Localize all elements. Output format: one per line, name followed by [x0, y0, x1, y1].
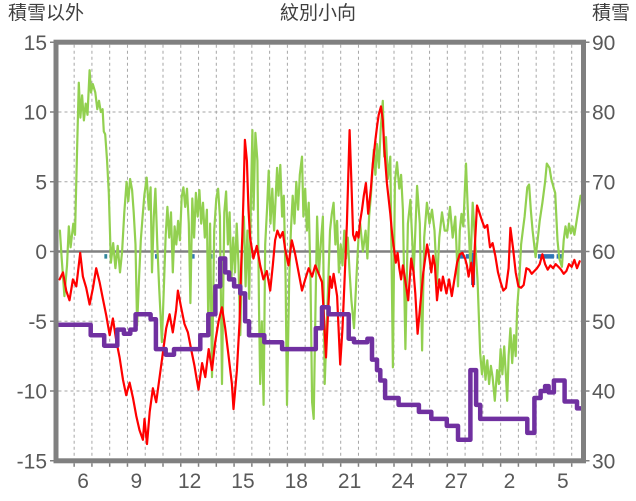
x-tick-label: 21	[338, 470, 361, 493]
chart-title: 紋別小向	[279, 3, 356, 24]
y-axis-right-labels: 90 80 70 60 50 40 30	[592, 32, 615, 474]
red-line	[58, 105, 581, 446]
y-left-tick-label: -5	[28, 311, 47, 334]
y-right-tick-label: 60	[592, 241, 615, 264]
right-axis-title: 積雪	[591, 3, 630, 24]
y-left-tick-label: -15	[17, 450, 47, 473]
y-left-tick-label: 5	[35, 171, 47, 194]
x-axis-labels: 6 9 12 15 18 21 24 27 2 5	[77, 470, 568, 493]
red-line-group	[58, 105, 581, 446]
axis-ticks	[50, 41, 590, 467]
x-tick-label: 27	[445, 470, 468, 493]
snow-depth-line-group	[58, 256, 581, 443]
y-left-tick-label: -10	[17, 381, 47, 404]
left-axis-title: 積雪以外	[8, 3, 85, 24]
x-tick-label: 9	[131, 470, 143, 493]
x-tick-label: 5	[557, 470, 569, 493]
y-right-tick-label: 70	[592, 171, 615, 194]
x-tick-label: 6	[77, 470, 89, 493]
x-tick-label: 15	[231, 470, 254, 493]
x-tick-label: 2	[504, 470, 516, 493]
x-tick-label: 24	[391, 470, 415, 493]
y-right-tick-label: 40	[592, 381, 615, 404]
y-left-tick-label: 10	[24, 102, 47, 125]
y-right-tick-label: 80	[592, 102, 615, 125]
green-line	[58, 69, 581, 420]
x-tick-label: 12	[178, 470, 201, 493]
plot-border	[53, 39, 586, 464]
x-tick-label: 18	[285, 470, 308, 493]
y-axis-left-labels: 15 10 5 0 -5 -10 -15	[17, 32, 47, 474]
snow-depth-line	[58, 256, 581, 443]
y-right-tick-label: 30	[592, 450, 615, 473]
y-left-tick-label: 15	[24, 32, 47, 55]
y-right-tick-label: 50	[592, 311, 615, 334]
y-left-tick-label: 0	[35, 241, 47, 264]
green-line-group	[58, 69, 581, 420]
y-right-tick-label: 90	[592, 32, 615, 55]
